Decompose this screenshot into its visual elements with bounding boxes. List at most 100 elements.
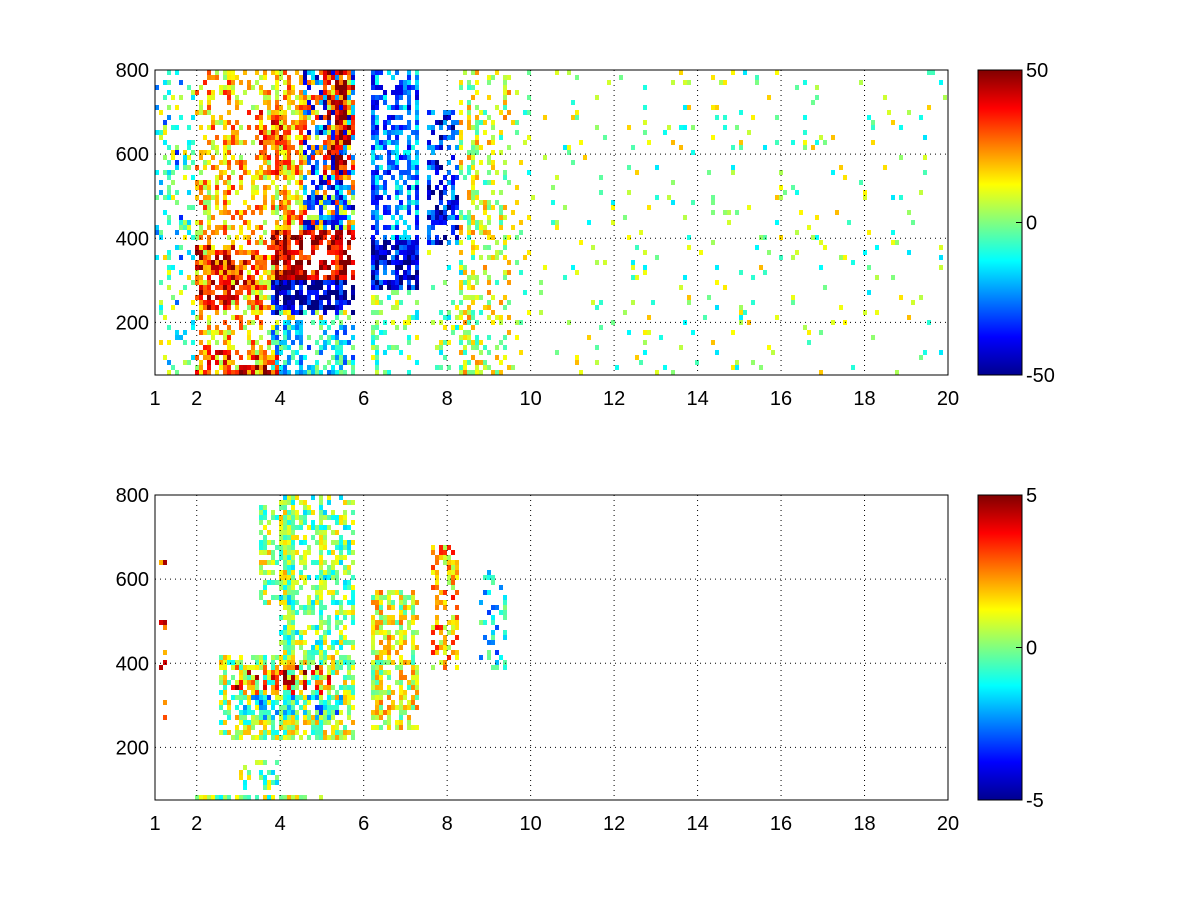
heatmap-cell <box>395 135 399 140</box>
heatmap-cell <box>291 125 295 130</box>
heatmap-cell <box>263 795 267 800</box>
heatmap-cell <box>371 120 375 125</box>
heatmap-cell <box>503 205 507 210</box>
heatmap-cell <box>555 350 559 355</box>
heatmap-cell <box>511 225 515 230</box>
heatmap-cell <box>327 645 331 650</box>
heatmap-cell <box>723 125 727 130</box>
heatmap-cell <box>295 125 299 130</box>
heatmap-cell <box>279 705 283 710</box>
heatmap-cell <box>271 720 275 725</box>
heatmap-cell <box>319 210 323 215</box>
heatmap-cell <box>475 90 479 95</box>
heatmap-cell <box>371 175 375 180</box>
heatmap-cell <box>371 265 375 270</box>
heatmap-cell <box>387 225 391 230</box>
heatmap-cell <box>439 545 443 550</box>
heatmap-cell <box>403 125 407 130</box>
heatmap-cell <box>235 350 239 355</box>
heatmap-cell <box>227 300 231 305</box>
heatmap-cell <box>275 195 279 200</box>
heatmap-cell <box>227 715 231 720</box>
heatmap-cell <box>335 335 339 340</box>
x-tick-label: 6 <box>358 388 369 410</box>
heatmap-cell <box>231 125 235 130</box>
heatmap-cell <box>347 100 351 105</box>
heatmap-cell <box>283 640 287 645</box>
heatmap-cell <box>643 265 647 270</box>
heatmap-cell <box>347 690 351 695</box>
heatmap-cell <box>259 540 263 545</box>
heatmap-cell <box>311 240 315 245</box>
heatmap-cell <box>235 210 239 215</box>
heatmap-cell <box>275 365 279 370</box>
heatmap-cell <box>291 700 295 705</box>
heatmap-cell <box>295 700 299 705</box>
heatmap-cell <box>199 275 203 280</box>
heatmap-cell <box>315 540 319 545</box>
heatmap-cell <box>315 530 319 535</box>
heatmap-cell <box>291 795 295 800</box>
heatmap-cell <box>319 205 323 210</box>
heatmap-cell <box>331 715 335 720</box>
heatmap-cell <box>275 115 279 120</box>
heatmap-cell <box>427 235 431 240</box>
heatmap-cell <box>263 135 267 140</box>
heatmap-cell <box>411 680 415 685</box>
heatmap-cell <box>215 225 219 230</box>
heatmap-cell <box>255 240 259 245</box>
heatmap-cell <box>247 795 251 800</box>
heatmap-cell <box>507 365 511 370</box>
heatmap-cell <box>475 105 479 110</box>
heatmap-cell <box>415 280 419 285</box>
heatmap-cell <box>223 90 227 95</box>
heatmap-cell <box>207 70 211 75</box>
heatmap-cell <box>267 175 271 180</box>
heatmap-cell <box>351 605 355 610</box>
heatmap-cell <box>407 70 411 75</box>
heatmap-cell <box>395 70 399 75</box>
heatmap-cell <box>579 140 583 145</box>
heatmap-cell <box>223 190 227 195</box>
heatmap-cell <box>323 100 327 105</box>
heatmap-cell <box>687 295 691 300</box>
heatmap-cell <box>287 180 291 185</box>
heatmap-cell <box>415 205 419 210</box>
heatmap-cell <box>227 290 231 295</box>
heatmap-cell <box>287 555 291 560</box>
heatmap-cell <box>315 200 319 205</box>
heatmap-cell <box>251 690 255 695</box>
heatmap-cell <box>371 195 375 200</box>
heatmap-cell <box>303 500 307 505</box>
heatmap-cell <box>259 310 263 315</box>
heatmap-cell <box>371 260 375 265</box>
heatmap-cell <box>287 310 291 315</box>
heatmap-cell <box>403 270 407 275</box>
heatmap-cell <box>163 560 167 565</box>
heatmap-cell <box>155 105 159 110</box>
heatmap-cell <box>335 150 339 155</box>
heatmap-cell <box>227 235 231 240</box>
heatmap-cell <box>299 310 303 315</box>
heatmap-cell <box>411 640 415 645</box>
heatmap-cell <box>283 495 287 500</box>
heatmap-cell <box>351 735 355 740</box>
heatmap-cell <box>287 160 291 165</box>
heatmap-cell <box>439 125 443 130</box>
heatmap-cell <box>395 140 399 145</box>
heatmap-cell <box>191 95 195 100</box>
heatmap-cell <box>247 300 251 305</box>
heatmap-cell <box>295 350 299 355</box>
heatmap-cell <box>239 250 243 255</box>
heatmap-cell <box>471 310 475 315</box>
heatmap-cell <box>243 695 247 700</box>
heatmap-cell <box>451 125 455 130</box>
heatmap-cell <box>351 110 355 115</box>
heatmap-cell <box>255 700 259 705</box>
heatmap-cell <box>287 295 291 300</box>
heatmap-cell <box>467 215 471 220</box>
heatmap-cell <box>443 185 447 190</box>
heatmap-cell <box>263 140 267 145</box>
heatmap-cell <box>255 280 259 285</box>
heatmap-cell <box>403 325 407 330</box>
